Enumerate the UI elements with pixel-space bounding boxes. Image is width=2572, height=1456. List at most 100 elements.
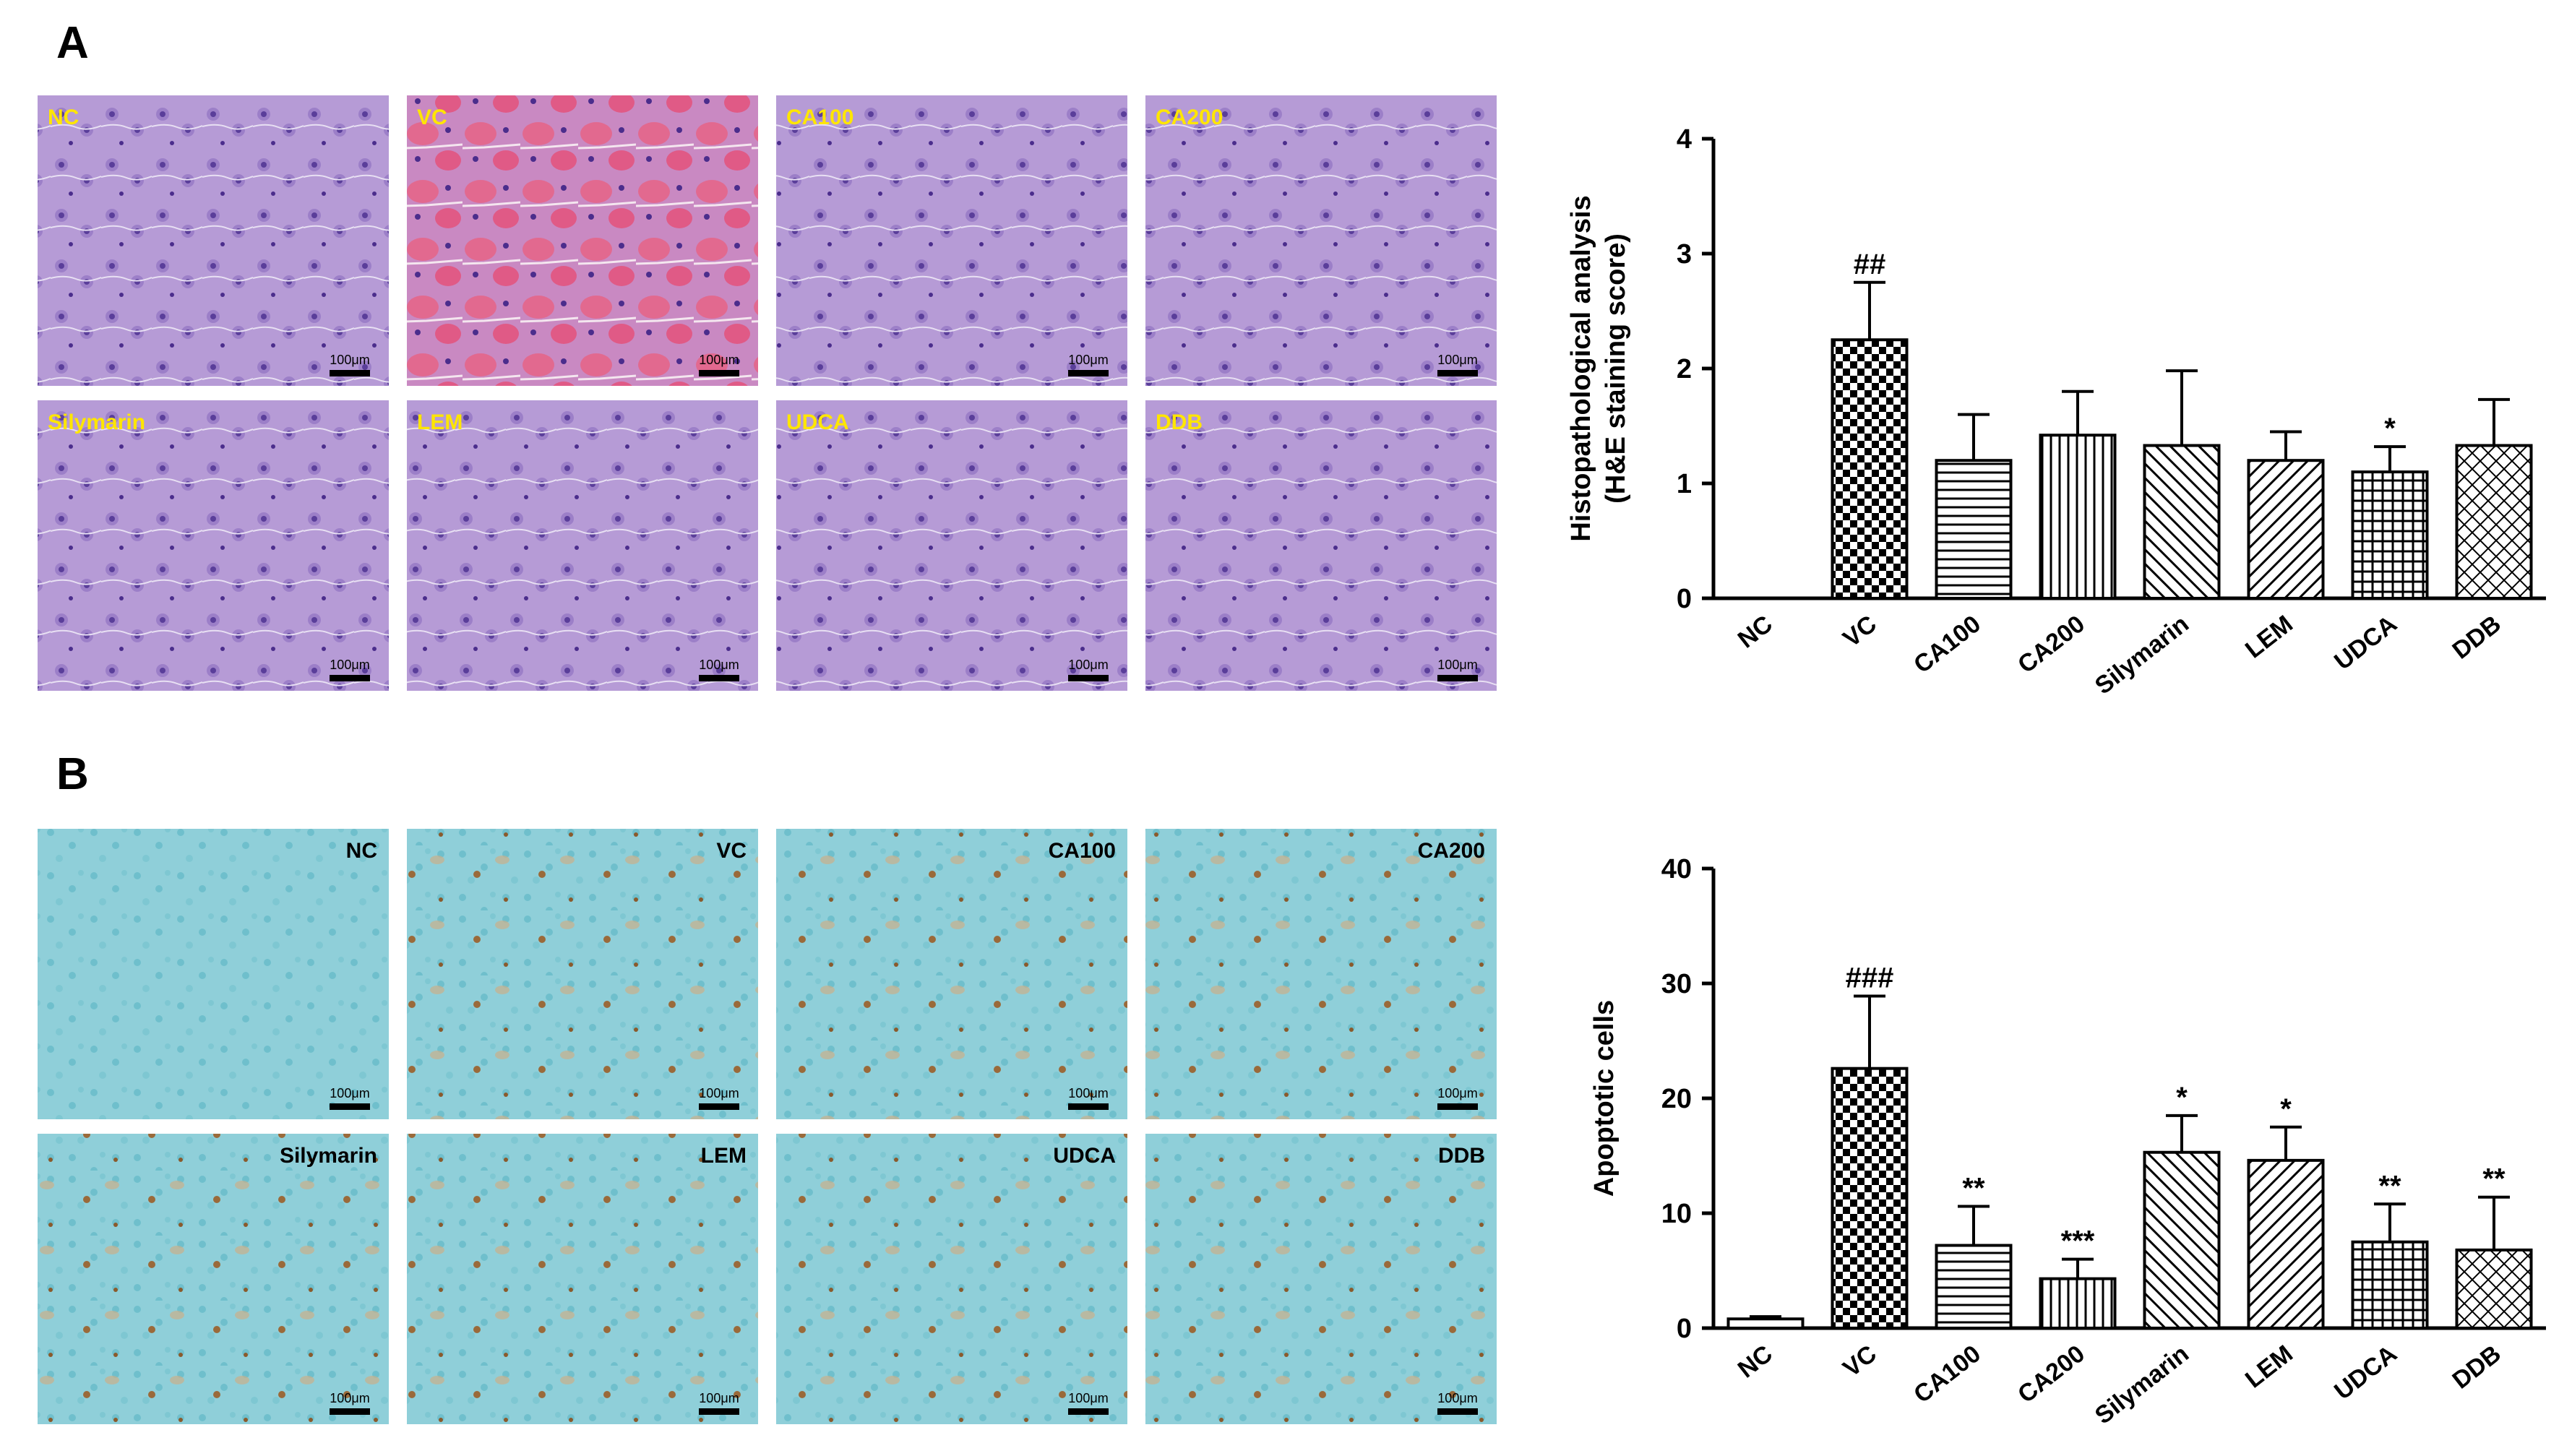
micrograph-label: CA200 (1156, 105, 1223, 129)
error-bar (2374, 1202, 2406, 1242)
scale-bar (330, 1103, 370, 1110)
significance-label: * (2384, 413, 2396, 444)
micrograph-label: VC (417, 105, 447, 129)
micrograph (407, 95, 758, 386)
scale-bar-label: 100μm (1068, 353, 1108, 367)
significance-label: ** (2378, 1170, 2401, 1202)
scale-bar-label: 100μm (699, 353, 739, 367)
scale-bar-label: 100μm (330, 1086, 369, 1100)
scale-bar (330, 675, 370, 681)
bar (2039, 1277, 2117, 1330)
micrograph (1145, 95, 1497, 386)
micrograph-label: UDCA (1053, 1144, 1116, 1168)
micrograph-label: LEM (417, 410, 463, 434)
error-bar (2270, 1125, 2302, 1160)
micrograph-label: UDCA (786, 410, 849, 434)
error-bar (2166, 1113, 2198, 1153)
significance-label: * (2280, 1093, 2292, 1125)
x-tick-label: DDB (2447, 1340, 2506, 1394)
micrograph-label: NC (48, 105, 79, 129)
micrograph-label: Silymarin (48, 410, 145, 434)
micrograph-label: CA100 (786, 105, 853, 129)
x-tick-label: NC (1733, 1340, 1778, 1383)
scale-bar-label: 100μm (699, 1391, 739, 1405)
scale-bar (1437, 1408, 1478, 1415)
micrograph (407, 400, 758, 691)
scale-bar (1068, 675, 1109, 681)
micrograph-label: Silymarin (280, 1144, 377, 1168)
micrograph (776, 1134, 1127, 1424)
bar (2351, 1240, 2429, 1330)
x-tick-label: CA100 (1909, 1340, 1986, 1408)
bar (2039, 434, 2117, 600)
y-tick-label: 20 (1661, 1084, 1692, 1114)
x-tick-label: Silymarin (2090, 1340, 2194, 1429)
significance-label: ** (1962, 1172, 1985, 1204)
y-tick-label: 0 (1677, 584, 1692, 614)
x-tick-label: VC (1838, 610, 1882, 652)
error-bar (2478, 1195, 2510, 1250)
panel-label: B (56, 749, 89, 799)
micrograph-label: DDB (1438, 1144, 1485, 1168)
micrograph-label: LEM (701, 1144, 747, 1168)
micrograph (776, 95, 1127, 386)
micrograph (407, 1134, 758, 1424)
scale-bar (699, 370, 739, 376)
bar (2247, 1158, 2325, 1330)
error-bar (2270, 430, 2302, 461)
scale-bar-label: 100μm (1068, 1086, 1108, 1100)
y-axis-label: Apoptotic cells (1589, 1000, 1620, 1197)
error-bar (1958, 1205, 1990, 1246)
scale-bar (1437, 1103, 1478, 1110)
y-axis-label: (H&E staining score) (1601, 233, 1631, 504)
micrograph (38, 829, 389, 1119)
error-bar (2062, 389, 2094, 436)
error-bar (1854, 280, 1885, 340)
x-tick-label: VC (1838, 1340, 1882, 1382)
scale-bar-label: 100μm (1437, 1391, 1477, 1405)
x-tick-label: CA200 (2013, 610, 2090, 679)
micrograph (1145, 829, 1497, 1119)
bar (2455, 1248, 2533, 1330)
error-bar (2062, 1257, 2094, 1279)
significance-label: ** (2482, 1163, 2506, 1195)
scale-bar-label: 100μm (699, 658, 739, 672)
scale-bar (330, 370, 370, 376)
micrograph (1145, 1134, 1497, 1424)
scale-bar-label: 100μm (1068, 658, 1108, 672)
y-axis-label: Histopathological analysis (1566, 195, 1596, 541)
scale-bar-label: 100μm (330, 353, 369, 367)
y-tick-label: 3 (1677, 239, 1692, 270)
scale-bar-label: 100μm (330, 1391, 369, 1405)
scale-bar (1437, 675, 1478, 681)
scale-bar-label: 100μm (1437, 1086, 1477, 1100)
y-tick-label: 40 (1661, 854, 1692, 884)
micrograph (38, 95, 389, 386)
scale-bar-label: 100μm (1437, 658, 1477, 672)
scale-bar-label: 100μm (330, 658, 369, 672)
x-tick-label: NC (1733, 610, 1778, 653)
micrograph (38, 400, 389, 691)
micrograph-label: CA200 (1418, 839, 1485, 863)
x-tick-label: CA100 (1909, 610, 1986, 679)
y-tick-label: 30 (1661, 969, 1692, 999)
error-bar (1854, 994, 1885, 1069)
bar (1726, 1317, 1805, 1330)
y-tick-label: 2 (1677, 354, 1692, 384)
x-tick-label: Silymarin (2090, 610, 2194, 699)
micrograph-label: CA100 (1049, 839, 1116, 863)
error-bar (2374, 445, 2406, 473)
micrograph (776, 400, 1127, 691)
scale-bar (699, 1408, 739, 1415)
bar (1935, 459, 2013, 600)
scale-bar-label: 100μm (699, 1086, 739, 1100)
error-bar (2478, 397, 2510, 446)
micrograph-label: DDB (1156, 410, 1203, 434)
bar (2247, 459, 2325, 600)
scale-bar (330, 1408, 370, 1415)
scale-bar (1068, 1408, 1109, 1415)
error-bar (1958, 413, 1990, 461)
bar (2351, 470, 2429, 600)
micrograph-label: NC (346, 839, 377, 863)
y-tick-label: 1 (1677, 469, 1692, 499)
